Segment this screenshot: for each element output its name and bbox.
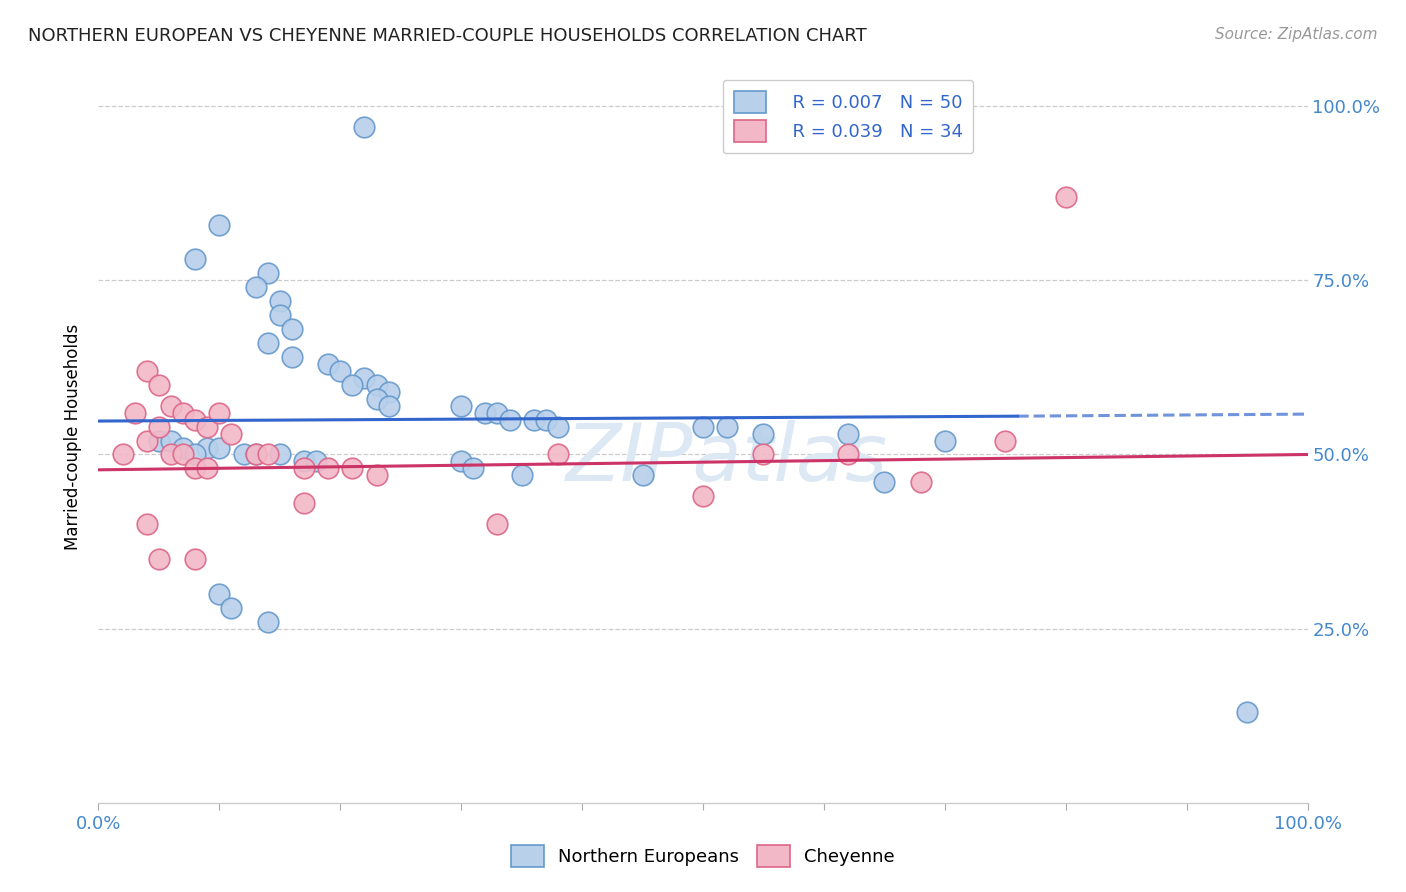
Point: [292, 461, 315, 475]
Text: NORTHERN EUROPEAN VS CHEYENNE MARRIED-COUPLE HOUSEHOLDS CORRELATION CHART: NORTHERN EUROPEAN VS CHEYENNE MARRIED-CO…: [28, 27, 868, 45]
Point: [716, 419, 738, 434]
Point: [837, 426, 859, 441]
Point: [184, 252, 207, 267]
Point: [474, 406, 496, 420]
Point: [148, 434, 170, 448]
Point: [281, 322, 304, 336]
Point: [994, 434, 1017, 448]
Point: [534, 412, 557, 426]
Point: [208, 587, 231, 601]
Point: [208, 441, 231, 455]
Point: [148, 419, 170, 434]
Point: [111, 448, 134, 462]
Point: [160, 434, 183, 448]
Point: [184, 461, 207, 475]
Point: [245, 448, 267, 462]
Point: [523, 412, 546, 426]
Text: ZIPatlas: ZIPatlas: [567, 420, 889, 498]
Point: [148, 377, 170, 392]
Point: [450, 399, 472, 413]
Point: [184, 412, 207, 426]
Point: [135, 434, 157, 448]
Point: [316, 357, 339, 371]
Point: [486, 406, 509, 420]
Point: [547, 448, 569, 462]
Point: [292, 496, 315, 510]
Point: [172, 448, 194, 462]
Point: [172, 406, 194, 420]
Point: [256, 615, 278, 629]
Point: [463, 461, 485, 475]
Point: [281, 350, 304, 364]
Point: [160, 399, 183, 413]
Point: [292, 454, 315, 468]
Point: [221, 600, 243, 615]
Point: [752, 448, 775, 462]
Point: [353, 120, 375, 134]
Point: [353, 371, 375, 385]
Point: [256, 266, 278, 280]
Text: Source: ZipAtlas.com: Source: ZipAtlas.com: [1215, 27, 1378, 42]
Point: [269, 308, 291, 322]
Point: [377, 384, 399, 399]
Point: [245, 280, 267, 294]
Point: [195, 441, 218, 455]
Point: [910, 475, 932, 490]
Point: [160, 448, 183, 462]
Point: [366, 468, 388, 483]
Point: [366, 392, 388, 406]
Point: [342, 377, 364, 392]
Point: [486, 517, 509, 532]
Point: [1054, 190, 1077, 204]
Point: [195, 461, 218, 475]
Point: [377, 399, 399, 413]
Y-axis label: Married-couple Households: Married-couple Households: [65, 324, 83, 550]
Point: [366, 377, 388, 392]
Point: [269, 448, 291, 462]
Point: [124, 406, 146, 420]
Point: [232, 448, 254, 462]
Point: [329, 364, 352, 378]
Point: [195, 419, 218, 434]
Point: [498, 412, 520, 426]
Point: [305, 454, 328, 468]
Point: [450, 454, 472, 468]
Point: [184, 448, 207, 462]
Point: [172, 441, 194, 455]
Point: [752, 426, 775, 441]
Point: [148, 552, 170, 566]
Point: [135, 517, 157, 532]
Point: [316, 461, 339, 475]
Point: [873, 475, 896, 490]
Point: [547, 419, 569, 434]
Point: [208, 218, 231, 232]
Point: [256, 336, 278, 351]
Legend: Northern Europeans, Cheyenne: Northern Europeans, Cheyenne: [503, 838, 903, 874]
Point: [135, 364, 157, 378]
Point: [221, 426, 243, 441]
Legend:   R = 0.007   N = 50,   R = 0.039   N = 34: R = 0.007 N = 50, R = 0.039 N = 34: [723, 80, 973, 153]
Point: [208, 406, 231, 420]
Point: [692, 489, 714, 503]
Point: [184, 552, 207, 566]
Point: [837, 448, 859, 462]
Point: [269, 294, 291, 309]
Point: [934, 434, 956, 448]
Point: [256, 448, 278, 462]
Point: [692, 419, 714, 434]
Point: [245, 448, 267, 462]
Point: [342, 461, 364, 475]
Point: [631, 468, 654, 483]
Point: [510, 468, 533, 483]
Point: [1236, 705, 1258, 719]
